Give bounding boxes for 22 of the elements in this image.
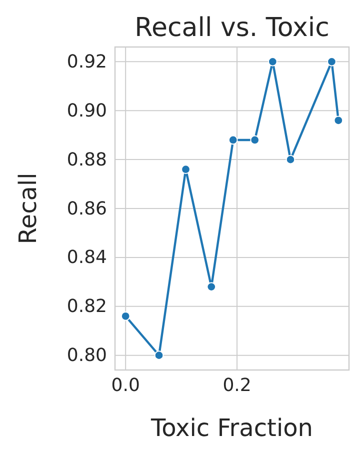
point <box>154 350 164 360</box>
y-tick-label: 0.92 <box>66 51 107 72</box>
point <box>120 311 130 321</box>
point <box>286 154 296 164</box>
y-tick-label: 0.88 <box>66 149 107 170</box>
point <box>228 135 238 145</box>
point <box>327 57 336 66</box>
y-tick-label: 0.90 <box>66 100 107 122</box>
y-tick-label: 0.80 <box>66 345 107 366</box>
x-tick-label: 0.0 <box>111 374 140 396</box>
y-tick-label: 0.82 <box>66 296 107 318</box>
point <box>334 116 344 126</box>
y-axis-title: Recall <box>14 172 42 244</box>
y-tick-label: 0.84 <box>66 247 107 268</box>
chart-title: Recall vs. Toxic <box>134 13 330 43</box>
x-tick-label: 0.2 <box>222 374 252 396</box>
x-axis-title: Toxic Fraction <box>150 414 314 442</box>
point <box>206 282 216 292</box>
y-tick-label: 0.86 <box>66 198 107 220</box>
point <box>181 164 190 174</box>
point <box>268 57 278 66</box>
point <box>250 135 260 145</box>
